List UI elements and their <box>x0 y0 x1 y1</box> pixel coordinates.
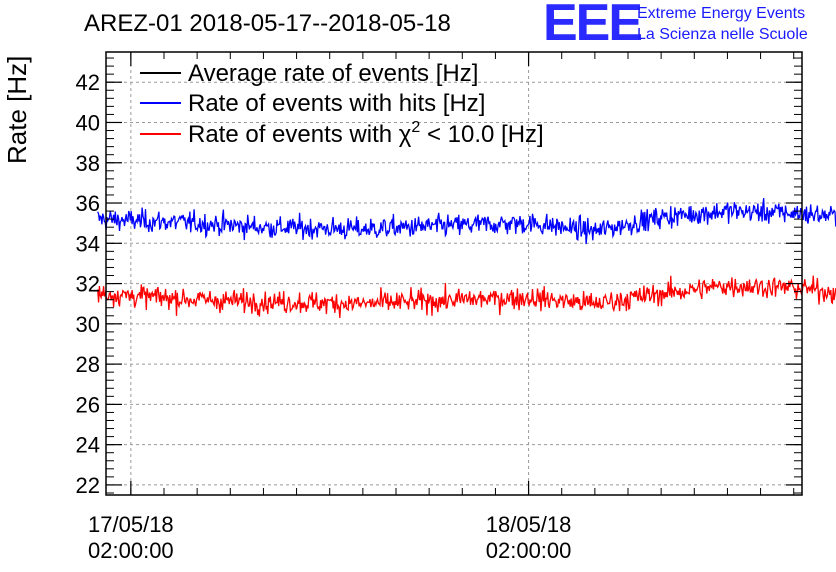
y-axis-title: Rate [Hz] <box>2 56 32 164</box>
y-tick-label: 40 <box>76 110 100 135</box>
y-tick-label: 22 <box>76 473 100 498</box>
y-tick-label: 28 <box>76 352 100 377</box>
y-tick-label: 32 <box>76 272 100 297</box>
legend-label-chi2-suffix: < 10.0 [Hz] <box>420 121 543 148</box>
series-layer <box>97 198 836 319</box>
eee-logo-mark: EEE <box>543 0 641 52</box>
y-tick-label: 24 <box>76 433 100 458</box>
grid-lines <box>106 52 802 495</box>
legend-label-average: Average rate of events [Hz] <box>188 60 478 87</box>
y-tick-label: 36 <box>76 191 100 216</box>
series-line-1 <box>97 198 836 245</box>
legend-label-chi2-superscript: 2 <box>411 119 420 136</box>
x-tick-time: 02:00:00 <box>88 538 174 563</box>
x-tick-date: 18/05/18 <box>486 512 572 537</box>
legend-label-hits: Rate of events with hits [Hz] <box>188 90 485 117</box>
x-tick-time: 02:00:00 <box>486 538 572 563</box>
chart-title: AREZ-01 2018-05-17--2018-05-18 <box>84 10 451 37</box>
eee-logo-line2: La Scienza nelle Scuole <box>637 26 808 43</box>
legend-label-chi2-prefix: Rate of events with <box>188 121 399 148</box>
y-tick-label: 38 <box>76 151 100 176</box>
y-axis: 22 24 26 28 30 32 34 36 38 40 42 <box>76 57 802 498</box>
plot-frame <box>105 51 803 496</box>
y-tick-label: 30 <box>76 312 100 337</box>
legend-label-chi2: Rate of events with χ2 < 10.0 [Hz] <box>188 119 544 148</box>
y-tick-label: 26 <box>76 392 100 417</box>
legend-label-chi2-symbol: χ <box>399 121 412 148</box>
legend: Average rate of events [Hz] Rate of even… <box>140 60 544 148</box>
series-line-2 <box>97 275 836 319</box>
eee-logo: EEE Extreme Energy Events La Scienza nel… <box>543 0 808 52</box>
y-tick-label: 34 <box>76 231 100 256</box>
eee-logo-line1: Extreme Energy Events <box>637 5 805 22</box>
x-tick-date: 17/05/18 <box>88 512 174 537</box>
y-tick-label: 42 <box>76 70 100 95</box>
